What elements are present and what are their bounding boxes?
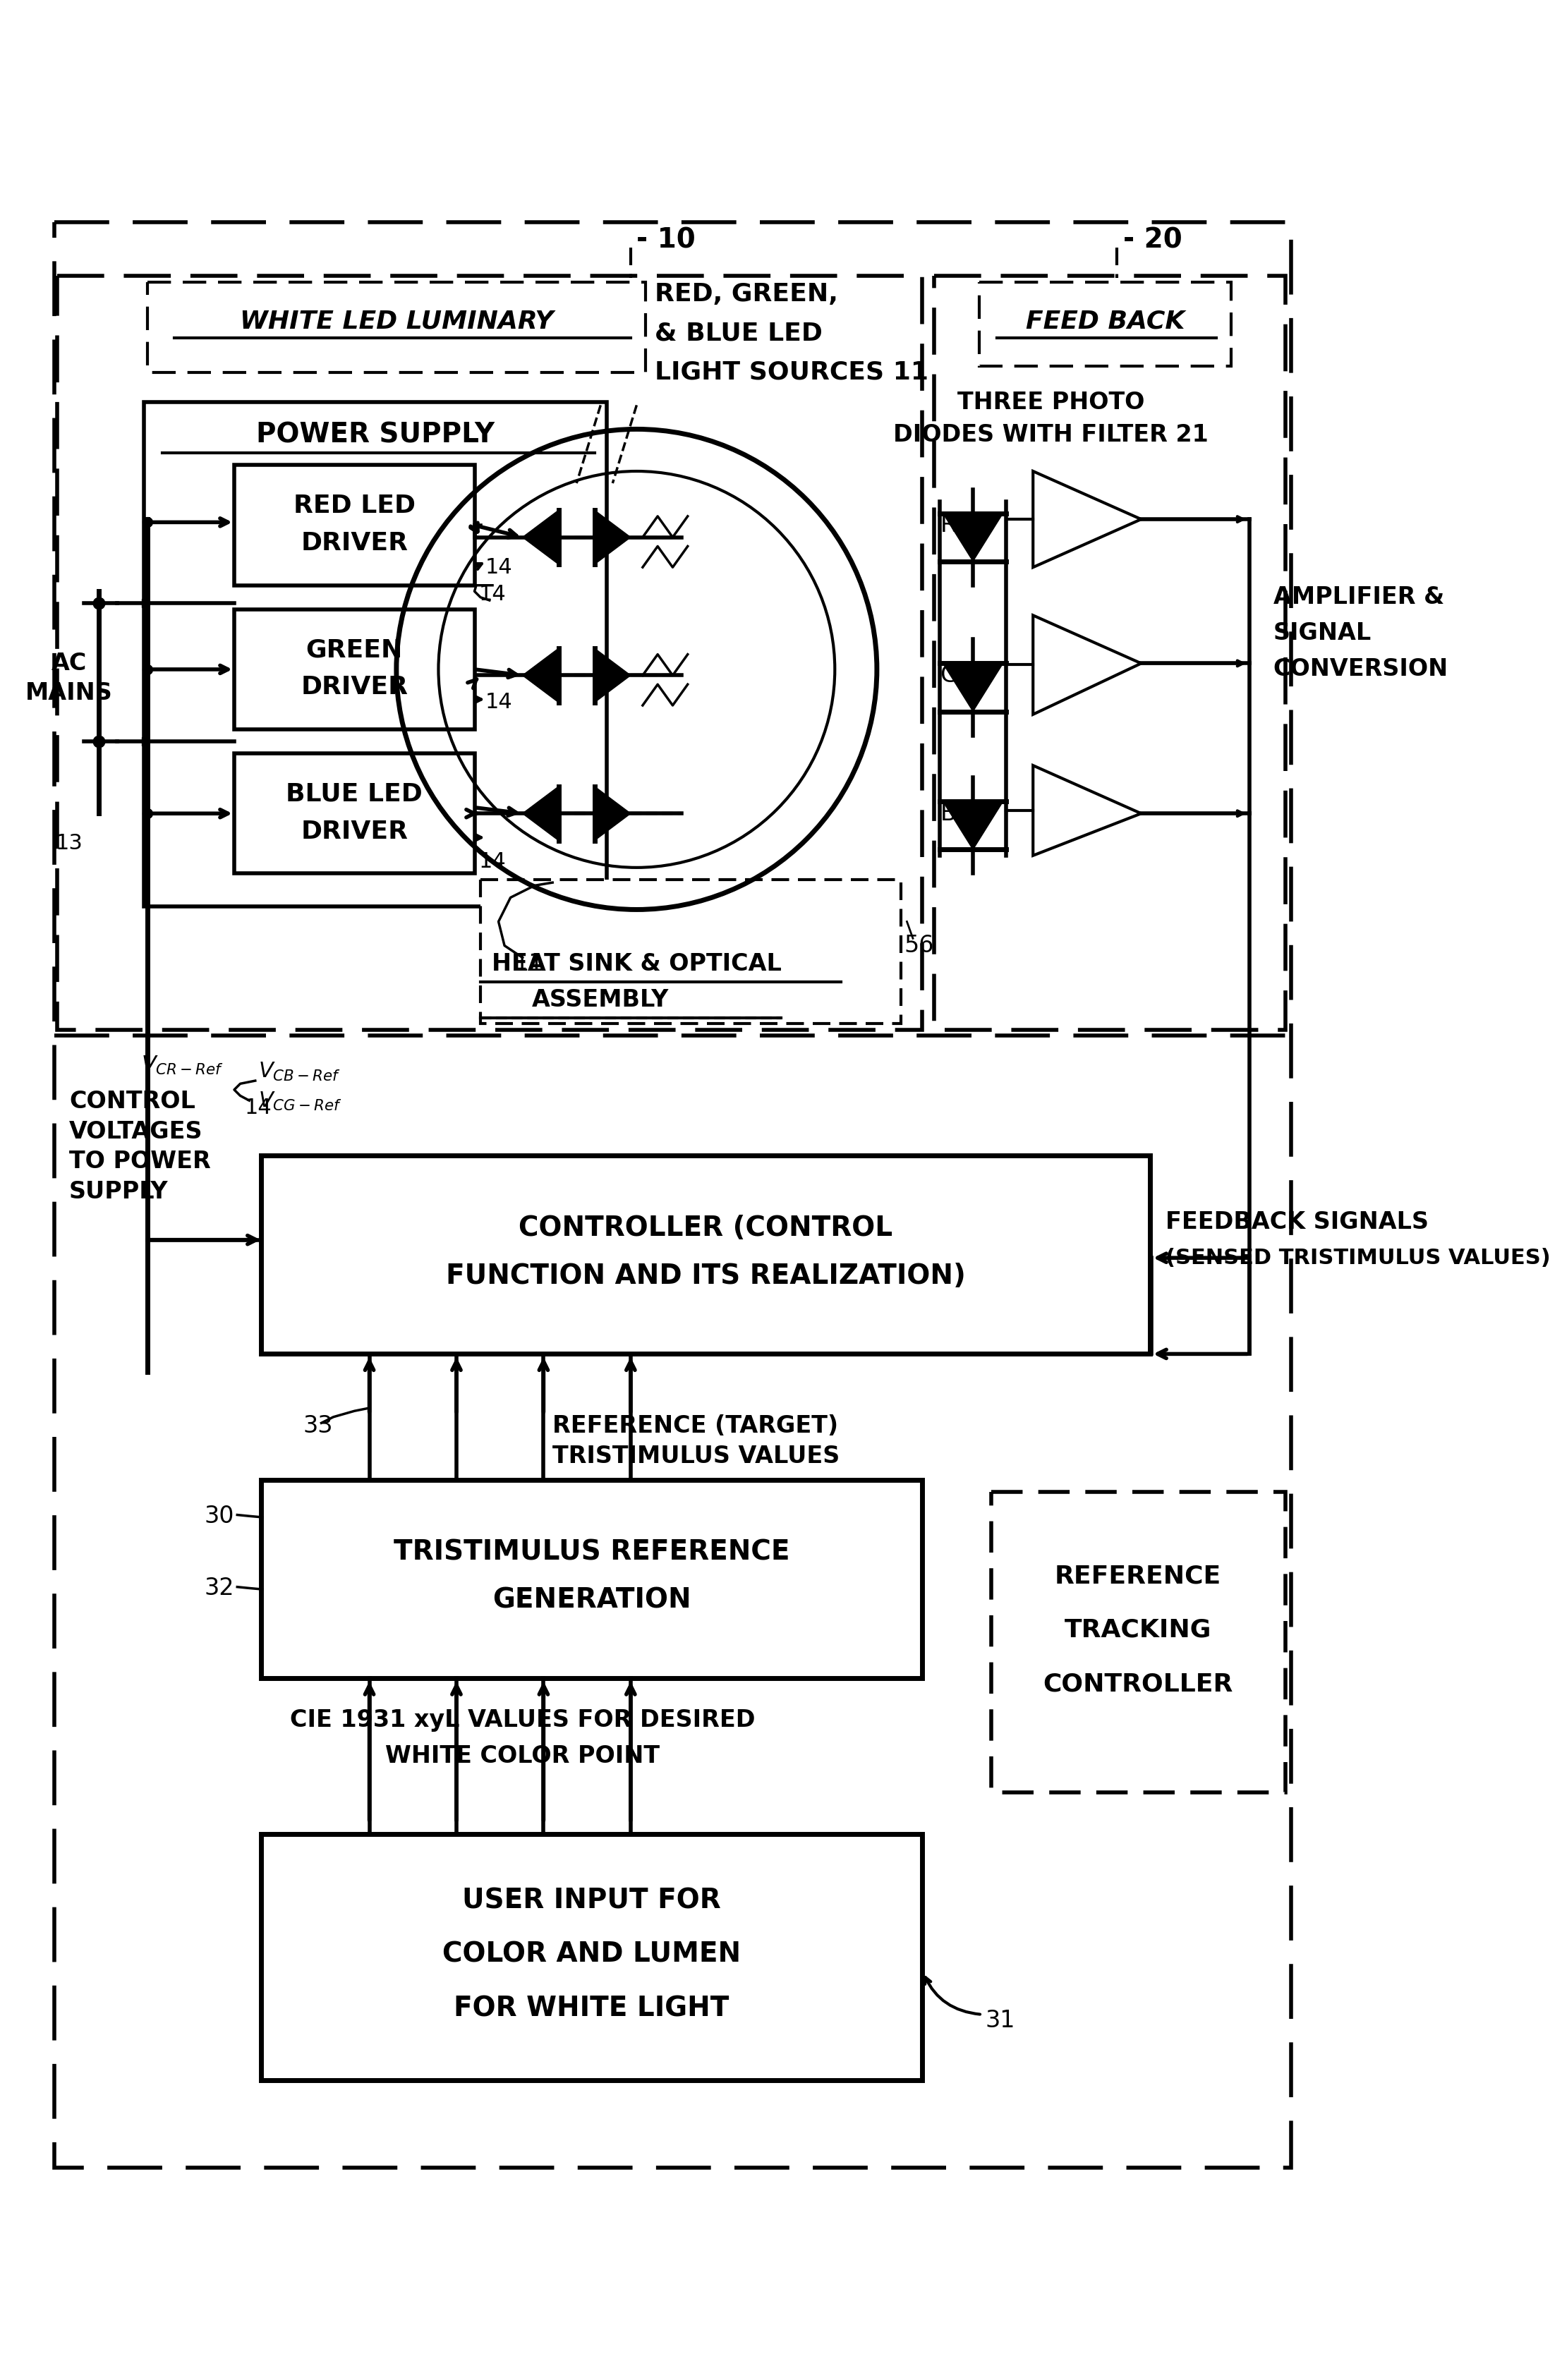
Text: 14: 14 [480, 852, 506, 871]
Text: Gp: Gp [940, 664, 973, 688]
Text: $V_{CR-Ref}$: $V_{CR-Ref}$ [141, 1054, 223, 1076]
Bar [234, 609, 475, 728]
Text: 30: 30 [205, 1504, 234, 1528]
Text: TRISTIMULUS REFERENCE: TRISTIMULUS REFERENCE [394, 1540, 790, 1566]
Bar [144, 402, 606, 907]
Text: FEEDBACK SIGNALS: FEEDBACK SIGNALS [1165, 1209, 1428, 1233]
Text: RED LED: RED LED [294, 495, 415, 519]
Text: 14: 14 [480, 583, 506, 605]
Bar [261, 1157, 1150, 1354]
Bar [234, 464, 475, 585]
Text: USER INPUT FOR: USER INPUT FOR [462, 1887, 722, 1914]
Polygon shape [523, 647, 559, 702]
Text: CONTROL: CONTROL [69, 1090, 195, 1114]
Polygon shape [595, 785, 631, 840]
Text: 33: 33 [303, 1414, 333, 1438]
Text: DRIVER: DRIVER [301, 676, 408, 700]
Text: Bp: Bp [940, 802, 972, 826]
Bar [481, 881, 901, 1023]
Polygon shape [523, 785, 559, 840]
Polygon shape [1032, 766, 1142, 854]
Text: VOLTAGES: VOLTAGES [69, 1121, 203, 1142]
Bar [234, 754, 475, 873]
Text: 14: 14 [245, 1097, 272, 1119]
Bar [934, 276, 1286, 1031]
Text: 56: 56 [904, 933, 934, 957]
Text: BLUE LED: BLUE LED [286, 783, 423, 807]
Text: ASSEMBLY: ASSEMBLY [533, 988, 669, 1012]
Text: Rp: Rp [940, 514, 972, 538]
Polygon shape [943, 664, 1003, 712]
Text: 14: 14 [484, 693, 512, 712]
Text: - 20: - 20 [1123, 226, 1182, 252]
Text: GREEN: GREEN [306, 638, 403, 662]
Text: AC: AC [52, 652, 87, 676]
Text: (SENSED TRISTIMULUS VALUES): (SENSED TRISTIMULUS VALUES) [1165, 1247, 1550, 1269]
Text: DIODES WITH FILTER 21: DIODES WITH FILTER 21 [893, 424, 1209, 447]
Text: TRACKING: TRACKING [1065, 1618, 1212, 1642]
Bar [261, 1480, 922, 1678]
Text: MAINS: MAINS [25, 681, 112, 704]
Text: REFERENCE: REFERENCE [1054, 1564, 1221, 1587]
Polygon shape [595, 647, 631, 702]
Text: FUNCTION AND ITS REALIZATION): FUNCTION AND ITS REALIZATION) [445, 1261, 965, 1290]
Text: LIGHT SOURCES 11: LIGHT SOURCES 11 [654, 359, 928, 383]
Text: SUPPLY: SUPPLY [69, 1180, 169, 1204]
Text: FOR WHITE LIGHT: FOR WHITE LIGHT [455, 1994, 729, 2023]
Text: TO POWER: TO POWER [69, 1150, 211, 1173]
Bar [58, 276, 922, 1031]
Text: CONTROLLER: CONTROLLER [1043, 1673, 1232, 1697]
Text: POWER SUPPLY: POWER SUPPLY [256, 421, 495, 447]
Polygon shape [595, 509, 631, 564]
Text: RED, GREEN,: RED, GREEN, [654, 283, 837, 307]
Text: THREE PHOTO: THREE PHOTO [958, 390, 1145, 414]
Text: AMPLIFIER &: AMPLIFIER & [1273, 585, 1445, 609]
Text: GENERATION: GENERATION [492, 1587, 690, 1614]
Text: DRIVER: DRIVER [301, 819, 408, 843]
Polygon shape [943, 802, 1003, 850]
Text: SIGNAL: SIGNAL [1273, 621, 1371, 645]
Text: TRISTIMULUS VALUES: TRISTIMULUS VALUES [553, 1445, 840, 1468]
Text: $V_{CG-Ref}$: $V_{CG-Ref}$ [258, 1090, 342, 1114]
Bar [990, 1492, 1286, 1792]
Text: CONVERSION: CONVERSION [1273, 657, 1448, 681]
Polygon shape [1032, 471, 1142, 566]
Text: & BLUE LED: & BLUE LED [654, 321, 823, 345]
Text: WHITE COLOR POINT: WHITE COLOR POINT [386, 1745, 659, 1768]
Text: - 10: - 10 [637, 226, 695, 252]
Text: COLOR AND LUMEN: COLOR AND LUMEN [442, 1942, 740, 1968]
Text: CONTROLLER (CONTROL: CONTROLLER (CONTROL [519, 1214, 893, 1242]
Bar [979, 283, 1231, 367]
Polygon shape [1032, 616, 1142, 714]
Polygon shape [523, 509, 559, 564]
Bar [147, 283, 645, 371]
Bar [261, 1835, 922, 2080]
Polygon shape [943, 514, 1003, 562]
Text: DRIVER: DRIVER [301, 531, 408, 555]
Text: 32: 32 [205, 1576, 234, 1599]
Text: 14: 14 [484, 557, 512, 578]
Text: 31: 31 [986, 2009, 1015, 2033]
Text: 11: 11 [514, 952, 544, 976]
Text: HEAT SINK & OPTICAL: HEAT SINK & OPTICAL [492, 952, 781, 976]
Text: REFERENCE (TARGET): REFERENCE (TARGET) [553, 1414, 839, 1438]
Text: 13: 13 [55, 833, 83, 854]
Text: FEED BACK: FEED BACK [1026, 309, 1184, 333]
Text: WHITE LED LUMINARY: WHITE LED LUMINARY [239, 309, 553, 333]
Text: $V_{CB-Ref}$: $V_{CB-Ref}$ [258, 1061, 341, 1083]
Text: CIE 1931 xyL VALUES FOR DESIRED: CIE 1931 xyL VALUES FOR DESIRED [291, 1709, 754, 1733]
